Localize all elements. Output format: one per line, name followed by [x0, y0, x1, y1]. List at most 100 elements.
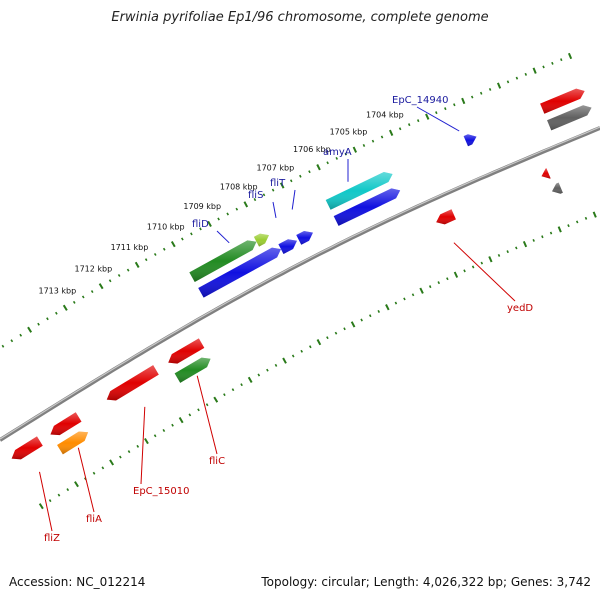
inner-tick-ring [480, 261, 484, 265]
inner-tick-ring [385, 304, 390, 311]
gene-label-fliD[interactable]: fliD [192, 219, 209, 230]
inner-tick-ring [74, 481, 79, 488]
inner-tick-ring [101, 466, 105, 470]
outer-tick-ring [217, 217, 220, 221]
inner-tick-ring [463, 269, 466, 273]
outer-tick-ring [98, 283, 104, 290]
inner-tick-ring [153, 434, 157, 438]
inner-tick-ring [549, 231, 553, 235]
kbp-tick-label: 1708 kbp [220, 182, 258, 191]
inner-tick-ring [377, 309, 381, 313]
gene-layer [11, 88, 592, 460]
outer-tick-ring [567, 52, 573, 60]
chromosome-backbone-highlight [0, 126, 600, 440]
inner-tick-ring [446, 277, 449, 281]
inner-tick-ring [162, 428, 166, 433]
inner-tick-ring [231, 388, 235, 392]
inner-tick-ring [48, 499, 52, 503]
outer-tick-ring [398, 127, 402, 131]
label-leader-line [140, 406, 146, 485]
gene-shading [168, 338, 205, 364]
gene-label-fliT[interactable]: fliT [270, 178, 286, 189]
kbp-tick-label: 1709 kbp [183, 202, 221, 211]
outer-tick-ring [371, 139, 375, 143]
outer-tick-ring [108, 279, 112, 283]
outer-tick-ring [1, 344, 5, 348]
kbp-tick-label: 1706 kbp [293, 145, 331, 154]
inner-tick-ring [428, 285, 432, 289]
outer-tick-ring [235, 207, 239, 211]
outer-tick-ring [126, 268, 130, 272]
gene-label-fliZ[interactable]: fliZ [44, 533, 60, 544]
inner-tick-ring [437, 281, 441, 285]
backbone-layer [0, 126, 600, 442]
inner-tick-ring [136, 444, 140, 448]
label-leader-line [291, 189, 296, 210]
outer-tick-ring [289, 179, 293, 183]
inner-tick-ring [282, 357, 287, 364]
outer-tick-ring [515, 76, 519, 80]
gene-shading [57, 431, 89, 455]
outer-tick-ring [308, 170, 311, 174]
label-leader-line [272, 201, 277, 218]
outer-tick-ring [425, 113, 430, 120]
inner-tick-ring [247, 376, 253, 383]
inner-tick-ring [266, 368, 269, 372]
inner-tick-ring [38, 503, 44, 510]
outer-tick-ring [435, 111, 438, 115]
gene-label-fliC[interactable]: fliC [209, 456, 225, 467]
inner-tick-ring [57, 493, 61, 497]
tick-layer: 1704 kbp 1705 kbp 1706 kbp 1707 kbp 1708 kbp… [1, 52, 597, 510]
inner-tick-ring [188, 413, 192, 417]
inner-tick-ring [144, 437, 149, 445]
inner-tick-ring [66, 488, 70, 492]
inner-tick-ring [92, 471, 96, 475]
kbp-tick-label: 1710 kbp [147, 222, 185, 231]
gene-shading [436, 209, 456, 225]
inner-tick-ring [532, 238, 535, 242]
kbp-tick-label: 1712 kbp [75, 265, 113, 274]
outer-tick-ring [479, 91, 483, 95]
kbp-tick-label: 1713 kbp [39, 286, 77, 295]
outer-tick-ring [416, 119, 420, 123]
outer-tick-ring [170, 241, 176, 248]
gene-label-fliA[interactable]: fliA [86, 514, 102, 525]
inner-tick-ring [300, 349, 304, 353]
gene-label-EpC_14940[interactable]: EpC_14940 [392, 95, 448, 106]
outer-tick-ring [55, 311, 58, 315]
inner-tick-ring [316, 339, 322, 346]
gene-label-EpC_15010[interactable]: EpC_15010 [133, 486, 189, 497]
gene-label-yedD[interactable]: yedD [507, 303, 533, 314]
label-leader-line [77, 447, 95, 513]
outer-tick-ring [243, 201, 249, 208]
outer-tick-ring [207, 220, 212, 227]
gene-label-amyA[interactable]: amyA [323, 147, 352, 158]
inner-tick-ring [308, 345, 312, 349]
inner-tick-ring [394, 301, 398, 305]
inner-tick-ring [368, 314, 372, 318]
inner-tick-ring [557, 226, 562, 233]
inner-tick-ring [178, 416, 184, 424]
inner-tick-ring [197, 408, 200, 412]
outer-tick-ring [407, 123, 411, 127]
kbp-tick-label: 1707 kbp [257, 163, 295, 172]
outer-tick-ring [153, 252, 157, 256]
outer-tick-ring [461, 97, 466, 105]
gene-shading [333, 188, 401, 226]
label-leader-line [416, 106, 460, 132]
inner-tick-ring [334, 331, 338, 335]
outer-tick-ring [226, 212, 230, 216]
inner-tick-ring [213, 396, 219, 403]
outer-tick-ring [316, 164, 321, 171]
outer-tick-ring [90, 290, 94, 293]
inner-tick-ring [291, 354, 295, 358]
inner-tick-ring [592, 211, 597, 218]
outer-tick-ring [271, 188, 275, 192]
gene-shading [541, 168, 551, 179]
gene-shading [463, 134, 477, 147]
gene-shading [547, 105, 592, 131]
gene-shading [11, 436, 43, 460]
gene-label-fliS[interactable]: fliS [248, 190, 263, 201]
inner-tick-ring [471, 265, 475, 269]
outer-tick-ring [27, 326, 33, 333]
